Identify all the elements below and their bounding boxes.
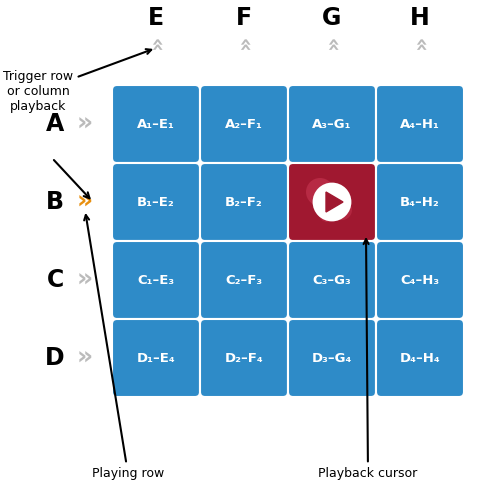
FancyBboxPatch shape bbox=[288, 163, 376, 241]
Text: »: » bbox=[77, 346, 93, 370]
Text: B₄–H₂: B₄–H₂ bbox=[400, 196, 440, 208]
FancyBboxPatch shape bbox=[376, 241, 464, 319]
FancyBboxPatch shape bbox=[288, 319, 376, 397]
Text: E: E bbox=[148, 6, 164, 30]
FancyBboxPatch shape bbox=[200, 85, 288, 163]
Text: Playing row: Playing row bbox=[84, 215, 164, 480]
FancyBboxPatch shape bbox=[112, 163, 200, 241]
Text: Trigger row
or column
playback: Trigger row or column playback bbox=[3, 49, 151, 113]
Text: B₂–F₂: B₂–F₂ bbox=[225, 196, 263, 208]
Text: C₂–F₃: C₂–F₃ bbox=[226, 273, 262, 286]
FancyBboxPatch shape bbox=[112, 241, 200, 319]
Text: C₁–E₃: C₁–E₃ bbox=[138, 273, 174, 286]
Text: A₂–F₁: A₂–F₁ bbox=[225, 118, 263, 130]
Text: A₁–E₁: A₁–E₁ bbox=[137, 118, 175, 130]
Circle shape bbox=[319, 206, 335, 222]
Text: »: » bbox=[410, 35, 430, 49]
Circle shape bbox=[332, 200, 352, 220]
Polygon shape bbox=[326, 192, 343, 212]
Text: H: H bbox=[410, 6, 430, 30]
FancyBboxPatch shape bbox=[200, 319, 288, 397]
Text: A: A bbox=[46, 112, 64, 136]
Text: G: G bbox=[322, 6, 342, 30]
Text: D₄–H₄: D₄–H₄ bbox=[400, 351, 440, 365]
FancyBboxPatch shape bbox=[288, 241, 376, 319]
Text: C₃–G₃: C₃–G₃ bbox=[312, 273, 352, 286]
Text: »: » bbox=[234, 35, 254, 49]
FancyBboxPatch shape bbox=[112, 85, 200, 163]
Text: D: D bbox=[45, 346, 65, 370]
Text: »: » bbox=[77, 190, 93, 214]
Text: »: » bbox=[77, 112, 93, 136]
Text: D₃–G₄: D₃–G₄ bbox=[312, 351, 352, 365]
Text: D₂–F₄: D₂–F₄ bbox=[224, 351, 264, 365]
FancyBboxPatch shape bbox=[200, 241, 288, 319]
FancyBboxPatch shape bbox=[200, 163, 288, 241]
Text: »: » bbox=[322, 35, 342, 49]
Text: »: » bbox=[146, 35, 166, 49]
Text: A₃–G₁: A₃–G₁ bbox=[312, 118, 352, 130]
Text: A₄–H₁: A₄–H₁ bbox=[400, 118, 440, 130]
Text: F: F bbox=[236, 6, 252, 30]
FancyBboxPatch shape bbox=[376, 163, 464, 241]
Text: D₁–E₄: D₁–E₄ bbox=[136, 351, 175, 365]
Text: C₄–H₃: C₄–H₃ bbox=[400, 273, 440, 286]
FancyBboxPatch shape bbox=[376, 319, 464, 397]
FancyBboxPatch shape bbox=[288, 85, 376, 163]
FancyBboxPatch shape bbox=[112, 319, 200, 397]
Text: B₁–E₂: B₁–E₂ bbox=[137, 196, 175, 208]
Circle shape bbox=[314, 184, 350, 220]
Text: C: C bbox=[46, 268, 64, 292]
Text: »: » bbox=[77, 268, 93, 292]
FancyBboxPatch shape bbox=[376, 85, 464, 163]
Circle shape bbox=[306, 178, 334, 206]
Text: B: B bbox=[46, 190, 64, 214]
Text: Playback cursor: Playback cursor bbox=[318, 239, 418, 480]
